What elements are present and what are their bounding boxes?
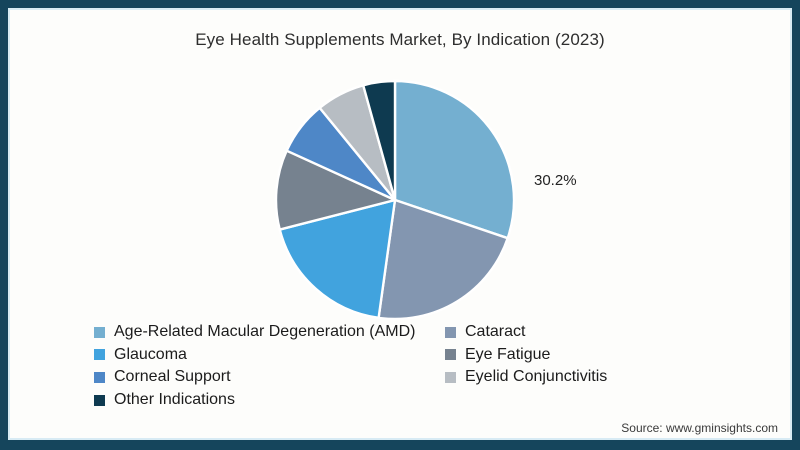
legend-label-eye-fatigue: Eye Fatigue [465, 345, 551, 363]
legend-label-other-indications: Other Indications [114, 391, 235, 409]
legend-column-left: Age-Related Macular Degeneration (AMD) Gl… [94, 321, 445, 411]
legend-column-right: Cataract Eye Fatigue Eyelid Conjunctivitis [445, 321, 607, 411]
legend-label-corneal-support: Corneal Support [114, 368, 231, 386]
legend-label-age-related-macular-degeneration-amd: Age-Related Macular Degeneration (AMD) [114, 323, 416, 341]
pie-callout-label: 30.2% [534, 172, 577, 189]
legend-swatch-corneal-support [94, 371, 105, 383]
legend-item-cataract: Cataract [445, 321, 607, 344]
legend-swatch-eyelid-conjunctivitis [445, 371, 456, 383]
legend-swatch-glaucoma [94, 349, 105, 361]
pie-slice-eye-fatigue [274, 149, 397, 231]
legend-swatch-eye-fatigue [445, 349, 456, 361]
pie-chart [264, 69, 526, 331]
pie-slice-cataract [377, 198, 509, 321]
legend-label-glaucoma: Glaucoma [114, 345, 187, 363]
legend: Age-Related Macular Degeneration (AMD) Gl… [94, 321, 607, 411]
legend-label-eyelid-conjunctivitis: Eyelid Conjunctivitis [465, 368, 608, 386]
pie-slice-age-related-macular-degeneration-amd [393, 79, 516, 240]
chart-title: Eye Health Supplements Market, By Indica… [195, 30, 605, 49]
legend-item-other-indications: Other Indications [94, 389, 445, 412]
legend-item-corneal-support: Corneal Support [94, 366, 445, 389]
chart-canvas: Eye Health Supplements Market, By Indica… [8, 8, 792, 440]
legend-item-glaucoma: Glaucoma [94, 344, 445, 367]
pie-svg [274, 79, 516, 321]
legend-swatch-age-related-macular-degeneration-amd [94, 326, 105, 338]
legend-label-cataract: Cataract [465, 323, 526, 341]
source-attribution: Source: www.gminsights.com [621, 421, 778, 435]
legend-swatch-other-indications [94, 394, 105, 406]
legend-item-eyelid-conjunctivitis: Eyelid Conjunctivitis [445, 366, 607, 389]
legend-item-age-related-macular-degeneration-amd: Age-Related Macular Degeneration (AMD) [94, 321, 445, 344]
pie-slice-other-indications [362, 79, 397, 202]
legend-item-eye-fatigue: Eye Fatigue [445, 344, 607, 367]
legend-swatch-cataract [445, 326, 456, 338]
pie-slice-glaucoma [278, 198, 397, 320]
